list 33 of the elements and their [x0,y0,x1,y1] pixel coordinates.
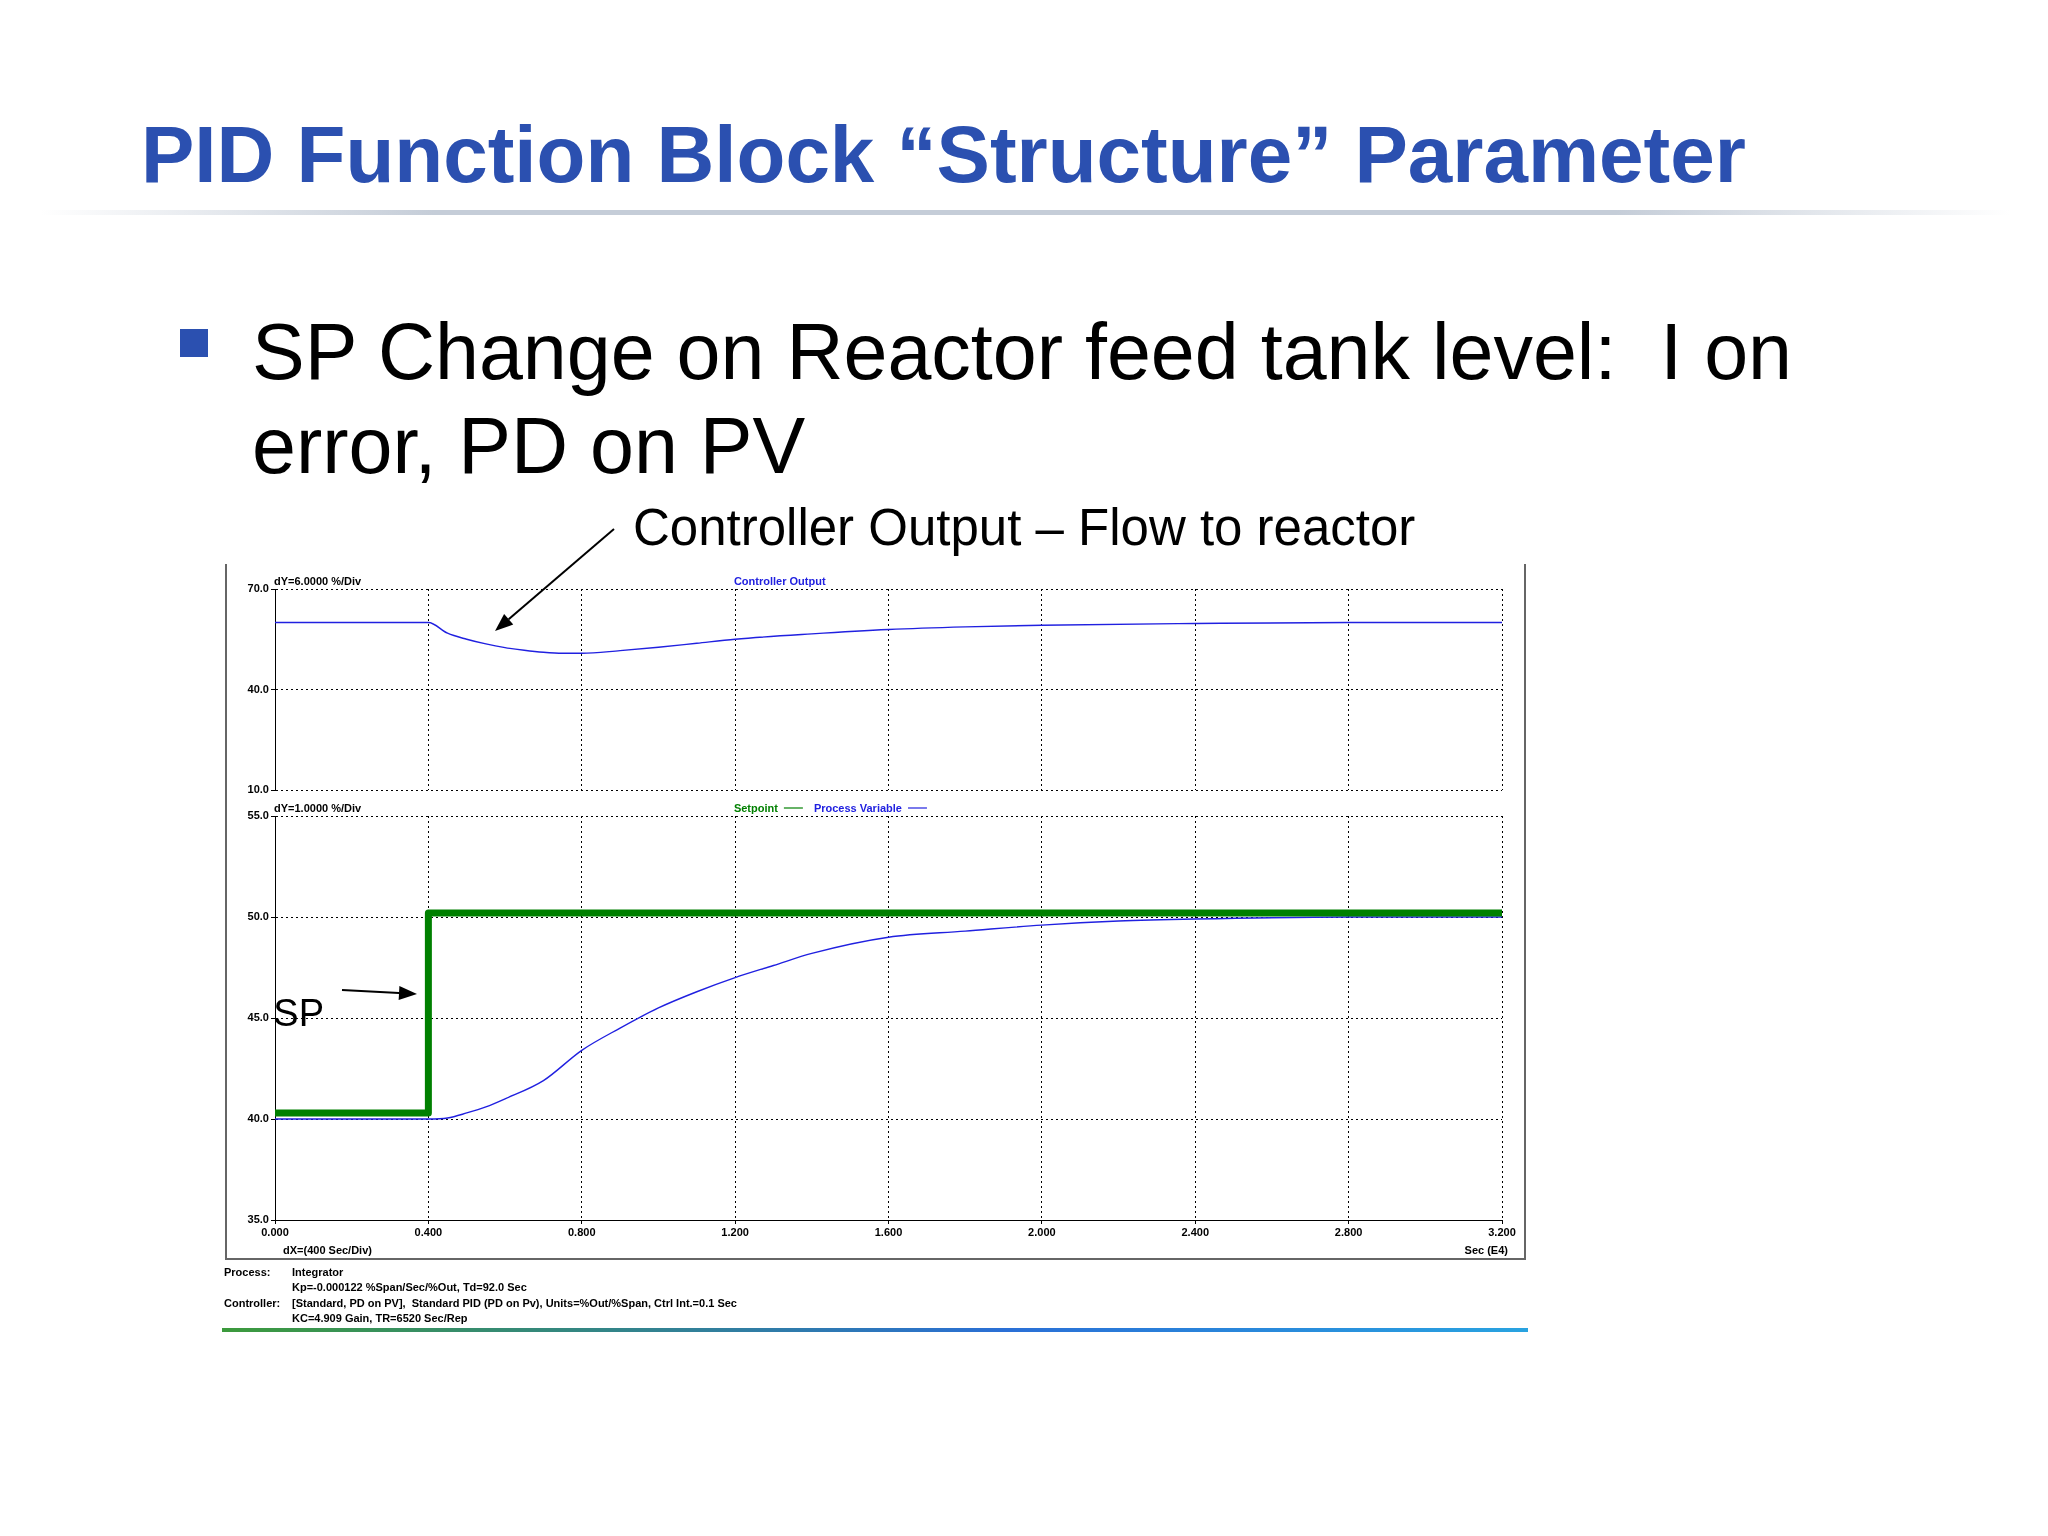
y-tick-label: 45.0 [247,1011,269,1024]
x-tick-label: 0.800 [567,1225,596,1238]
y-tick-label: 35.0 [247,1213,269,1226]
x-tick-label: 3.200 [1488,1225,1516,1238]
text: [Standard, PD on PV], Standard PID (PD on Pv), Units=%Out/%Span, Ctrl Int.=0.1 Sec KC=4.909 Gain, TR=6520 Sec/Rep [292,1295,738,1326]
y-tick-label: 50.0 [247,910,269,923]
x-tick-label: 0.400 [414,1225,443,1238]
x-tick-label: 2.400 [1181,1225,1210,1238]
chart-subtitle: SP Change on Reactor feed tank level: I on error, PD on PV [252,306,1794,492]
y-tick-label: 55.0 [247,809,269,822]
x-tick-label: 1.200 [721,1225,749,1238]
y-axis-title: dY=6.0000 %/Div [274,575,363,587]
y-tick-label: 70.0 [247,582,269,595]
y-tick-label: 10.0 [247,783,269,796]
text: dX=(400 Sec/Div) [283,1244,373,1256]
text: Controller Output – Flow to reactor [633,499,1416,557]
text: Controller Output [733,575,826,587]
legend-label: Setpoint [733,802,779,814]
chart-title: PID Function Block “Structure” Parameter [141,110,1746,199]
y-axis-title: dY=1.0000 %/Div [274,802,363,814]
x-tick-label: 2.800 [1334,1225,1363,1238]
x-tick-label: 2.000 [1028,1225,1056,1238]
text: Process: [224,1265,272,1280]
line-series [275,621,1502,655]
y-tick-label: 40.0 [247,1112,269,1125]
legend-label: Process Variable [813,802,902,814]
x-axis-title: Sec (E4) [1464,1244,1509,1256]
text: Controller: [224,1295,282,1311]
y-tick-label: 40.0 [247,682,269,695]
text: Integrator Kp=-0.000122 %Span/Sec/%Out, Td=92.0 Sec [292,1265,528,1296]
x-tick-label: 1.600 [874,1225,903,1238]
annotation: SP [273,992,324,1035]
x-tick-label: 0.000 [261,1225,289,1238]
